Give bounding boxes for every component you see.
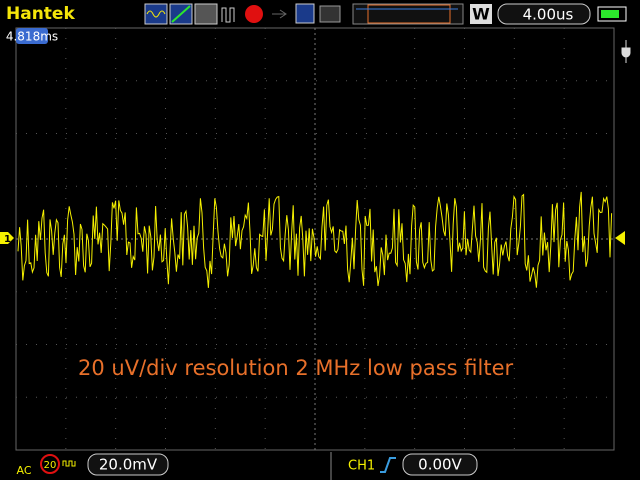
icon-print[interactable]: [319, 5, 341, 23]
bw-limit-ring: [40, 454, 60, 474]
annotation: 20 uV/div resolution 2 MHz low pass filt…: [78, 356, 513, 380]
timebase-box[interactable]: [497, 3, 591, 25]
timebase: 4.00us: [523, 6, 574, 24]
trigger-time-box: [16, 28, 48, 44]
volts-per-div: 20.0mV: [99, 456, 158, 474]
trigger-source: CH1: [348, 459, 375, 474]
brand: Hantek: [6, 4, 75, 24]
icon-pulse[interactable]: [221, 7, 235, 23]
battery-level: [601, 10, 619, 18]
icon-wave[interactable]: [144, 3, 168, 25]
icon-save[interactable]: [295, 3, 315, 24]
volts-box[interactable]: [87, 453, 169, 476]
probe-icon: [62, 460, 76, 467]
trigger-time: 4.818ms: [6, 30, 58, 44]
memory-bar: [352, 3, 464, 25]
trigger-edge: [380, 457, 396, 473]
trigger-level: 0.00V: [418, 456, 462, 474]
channel-marker: [0, 232, 14, 244]
power-icon: [621, 40, 631, 63]
icon-wave-glyph: [146, 10, 166, 18]
memory-window: [367, 4, 451, 24]
battery: [597, 6, 627, 22]
icon-usb[interactable]: [272, 9, 287, 19]
bw-limit: 20: [44, 460, 57, 471]
coupling: AC: [16, 464, 31, 477]
channel-marker-label: 1: [4, 234, 11, 245]
ch1-trace: [17, 191, 613, 288]
trigger-level-box[interactable]: [402, 453, 478, 476]
icon-persist[interactable]: [194, 3, 218, 25]
icon-record[interactable]: [245, 5, 263, 23]
icon-ramp-glyph: [171, 5, 191, 23]
acquire-mode: W: [472, 5, 490, 24]
trigger-level-marker: [615, 231, 625, 245]
mode-box: [470, 4, 492, 24]
